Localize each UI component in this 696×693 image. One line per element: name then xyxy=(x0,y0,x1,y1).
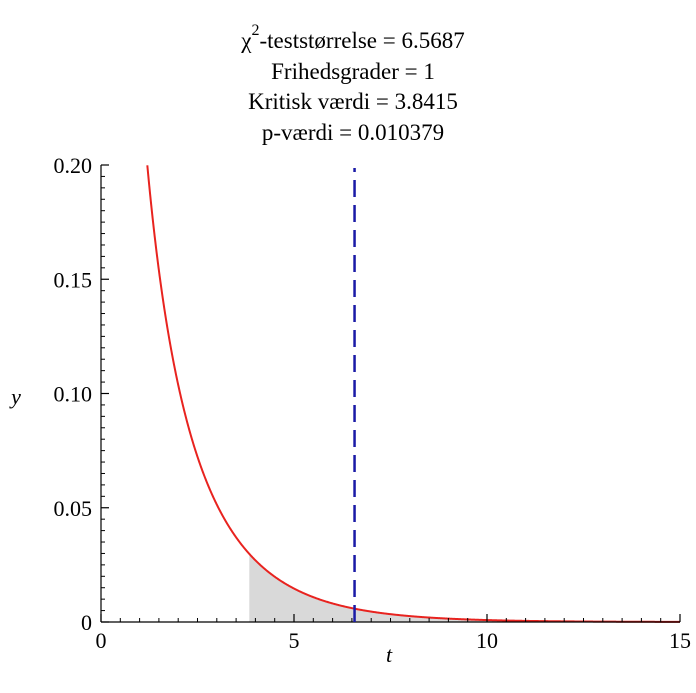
title-line-pvalue: p-værdi = 0.010379 xyxy=(262,120,444,145)
critical-region xyxy=(249,553,680,622)
title-line-df: Frihedsgrader = 1 xyxy=(271,59,435,84)
x-tick-label: 0 xyxy=(96,628,107,653)
x-tick-label: 10 xyxy=(476,628,498,653)
x-axis-label: t xyxy=(386,642,393,667)
y-tick-label: 0 xyxy=(81,610,92,635)
title-chi-symbol: χ xyxy=(240,28,252,53)
density-curve xyxy=(146,165,680,623)
x-tick-label: 15 xyxy=(669,628,691,653)
title-superscript: 2 xyxy=(251,22,259,39)
y-tick-label: 0.20 xyxy=(54,153,93,178)
y-axis-label: y xyxy=(9,384,21,409)
y-tick-label: 0.05 xyxy=(54,496,93,521)
y-tick-label: 0.10 xyxy=(54,382,93,407)
y-tick-label: 0.15 xyxy=(54,267,93,292)
title-line-statistic: χ2-teststørrelse = 6.5687 xyxy=(240,22,464,53)
x-tick-label: 5 xyxy=(289,628,300,653)
title-line-critical: Kritisk værdi = 3.8415 xyxy=(248,89,458,114)
title-statistic-text: -teststørrelse = 6.5687 xyxy=(259,28,464,53)
